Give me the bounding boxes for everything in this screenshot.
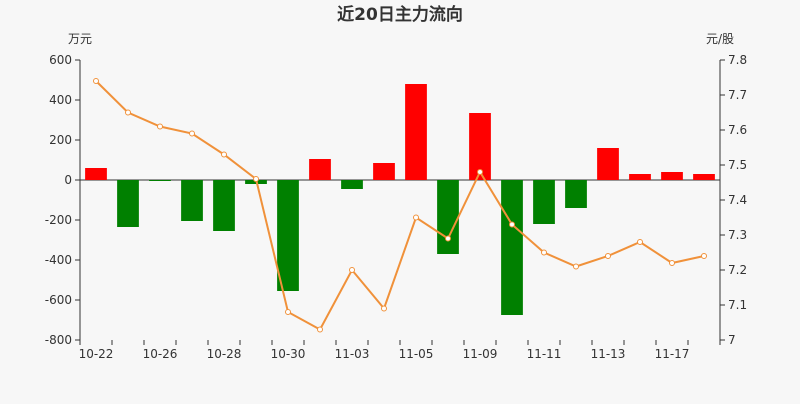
- x-tick-label: 11-11: [527, 347, 562, 361]
- price-point: [573, 263, 579, 270]
- x-tick-label: 11-05: [399, 347, 434, 361]
- price-point: [445, 235, 451, 242]
- y-right-tick-label: 7.6: [728, 123, 747, 137]
- x-tick-label: 10-22: [79, 347, 114, 361]
- x-tick-label: 10-30: [271, 347, 306, 361]
- bar: [181, 180, 203, 221]
- price-point: [317, 326, 323, 333]
- price-point: [413, 214, 419, 221]
- line-series: [93, 78, 707, 333]
- bar: [117, 180, 139, 227]
- price-point: [93, 78, 99, 84]
- price-point: [669, 260, 675, 266]
- y-right-tick-label: 7.3: [728, 228, 747, 242]
- price-point: [157, 123, 163, 130]
- y-right-tick-label: 7.1: [728, 298, 747, 312]
- x-tick-label: 11-09: [463, 347, 498, 361]
- y-left-tick-label: -800: [45, 333, 72, 347]
- x-tick-label: 11-13: [591, 347, 626, 361]
- y-left-tick-label: 200: [49, 133, 72, 147]
- bar: [469, 113, 491, 180]
- bar: [597, 148, 619, 180]
- price-point: [381, 305, 387, 312]
- y-right-tick-label: 7.7: [728, 88, 747, 102]
- bar: [565, 180, 587, 208]
- y-right-tick-label: 7.2: [728, 263, 747, 277]
- bar: [533, 180, 555, 224]
- y-right-tick-label: 7: [728, 333, 736, 347]
- bar: [437, 180, 459, 254]
- left-axis-unit: 万元: [68, 32, 92, 46]
- price-point: [509, 221, 515, 228]
- y-left-tick-label: 400: [49, 93, 72, 107]
- y-right-tick-label: 7.5: [728, 158, 747, 172]
- bar: [277, 180, 299, 291]
- y-left-tick-label: -400: [45, 253, 72, 267]
- price-point: [637, 239, 643, 245]
- bar: [85, 168, 107, 180]
- chart-title: 近20日主力流向: [337, 4, 463, 25]
- axes: 600 400 200 0 -200 -400 -600 -800 7.8 7.7 7.6 7.5 7.…: [45, 53, 747, 361]
- x-tick-label: 11-03: [335, 347, 370, 361]
- x-tick-label: 11-17: [655, 347, 690, 361]
- right-axis-unit: 元/股: [706, 32, 734, 46]
- x-tick-label: 10-26: [143, 347, 178, 361]
- bar: [341, 180, 363, 189]
- price-point: [349, 267, 355, 273]
- y-left-tick-label: -200: [45, 213, 72, 227]
- y-right-tick-label: 7.8: [728, 53, 747, 67]
- x-tick-label: 10-28: [207, 347, 242, 361]
- bar: [309, 159, 331, 180]
- bar: [693, 174, 715, 180]
- price-point: [221, 151, 227, 158]
- bar: [661, 172, 683, 180]
- bar: [405, 84, 427, 180]
- y-left-tick-label: 0: [64, 173, 72, 187]
- bar: [501, 180, 523, 315]
- bar: [149, 180, 171, 181]
- price-line: [95, 80, 705, 331]
- bar-series: [85, 84, 715, 315]
- price-point: [125, 109, 131, 116]
- price-point: [253, 176, 259, 182]
- price-point: [701, 253, 707, 259]
- bar: [373, 163, 395, 180]
- y-right-tick-label: 7.4: [728, 193, 747, 207]
- price-point: [477, 169, 483, 175]
- price-point: [285, 309, 291, 315]
- y-left-tick-label: -600: [45, 293, 72, 307]
- price-point: [541, 249, 547, 256]
- price-point: [605, 253, 611, 259]
- bar: [629, 174, 651, 180]
- y-left-tick-label: 600: [49, 53, 72, 67]
- bar: [213, 180, 235, 231]
- price-point: [189, 130, 195, 137]
